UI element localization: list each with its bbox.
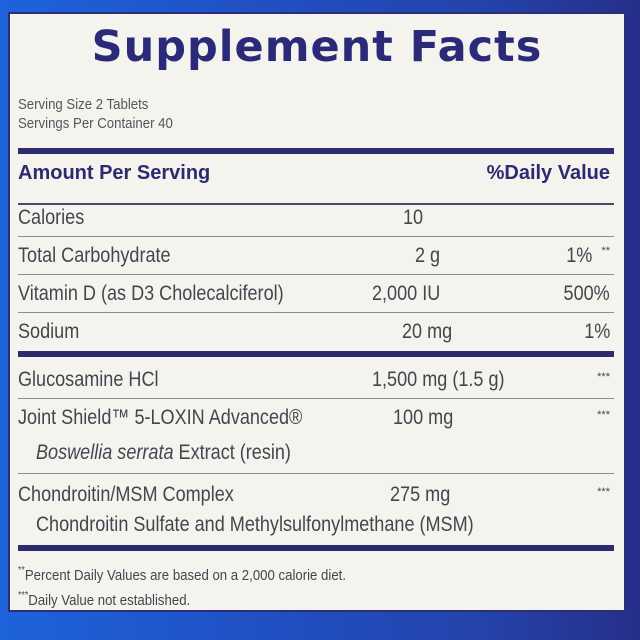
supplement-facts-panel: Supplement Facts Serving Size 2 Tablets … bbox=[8, 12, 626, 612]
row-chondroitin-amount: 275 mg bbox=[390, 483, 451, 506]
divider-thick-bottom bbox=[18, 545, 614, 551]
row-jointshield-dv: *** bbox=[597, 409, 610, 421]
row-chondroitin-name: Chondroitin/MSM Complex bbox=[18, 483, 234, 506]
row-carb-dv-mark: ** bbox=[601, 245, 610, 257]
footnote-text: Percent Daily Values are based on a 2,00… bbox=[24, 567, 347, 584]
footnote-mark: *** bbox=[18, 590, 29, 601]
row-glucosamine-name: Glucosamine HCl bbox=[18, 368, 159, 391]
footnote-percent-dv: **Percent Daily Values are based on a 2,… bbox=[18, 565, 346, 584]
footnote-dv-not-established: ***Daily Value not established. bbox=[18, 590, 190, 609]
row-sodium-name: Sodium bbox=[18, 320, 80, 343]
row-sodium-amount: 20 mg bbox=[402, 320, 453, 343]
row-carb-name: Total Carbohydrate bbox=[18, 244, 171, 267]
row-jointshield-name: Joint Shield™ 5-LOXIN Advanced® bbox=[18, 406, 303, 429]
label-title: Supplement Facts bbox=[91, 22, 543, 72]
divider-header bbox=[18, 203, 614, 205]
amount-per-serving-header: Amount Per Serving bbox=[18, 162, 211, 184]
servings-per-container: Servings Per Container 40 bbox=[18, 115, 173, 132]
footnote-mark: ** bbox=[18, 565, 25, 576]
row-chondroitin-sub: Chondroitin Sulfate and Methylsulfonylme… bbox=[36, 513, 474, 536]
row-glucosamine-amount: 1,500 mg (1.5 g) bbox=[372, 368, 505, 391]
divider-thick-top bbox=[18, 148, 614, 154]
daily-value-header: %Daily Value bbox=[486, 162, 610, 184]
divider-thick-middle bbox=[18, 351, 614, 357]
row-calories-name: Calories bbox=[18, 206, 85, 229]
row-vitd-dv: 500% bbox=[563, 282, 610, 305]
extract-text: Extract (resin) bbox=[173, 441, 291, 464]
row-jointshield-amount: 100 mg bbox=[393, 406, 454, 429]
row-chondroitin-dv: *** bbox=[597, 486, 610, 498]
boswellia-italic: Boswellia serrata bbox=[36, 441, 174, 464]
row-divider bbox=[18, 398, 614, 399]
row-vitd-amount: 2,000 IU bbox=[372, 282, 441, 305]
row-carb-dv: 1% bbox=[565, 244, 592, 267]
row-vitd-name: Vitamin D (as D3 Cholecalciferol) bbox=[18, 282, 284, 305]
row-divider bbox=[18, 473, 614, 474]
footnote-text: Daily Value not established. bbox=[28, 592, 191, 609]
row-sodium-dv: 1% bbox=[583, 320, 610, 343]
row-divider bbox=[18, 274, 614, 275]
row-divider bbox=[18, 312, 614, 313]
row-glucosamine-dv: *** bbox=[597, 371, 610, 383]
row-calories-amount: 10 bbox=[403, 206, 424, 229]
row-jointshield-sub: Boswellia serrata Extract (resin) bbox=[36, 441, 291, 465]
serving-size: Serving Size 2 Tablets bbox=[18, 96, 149, 113]
row-carb-amount: 2 g bbox=[415, 244, 441, 267]
row-divider bbox=[18, 236, 614, 237]
